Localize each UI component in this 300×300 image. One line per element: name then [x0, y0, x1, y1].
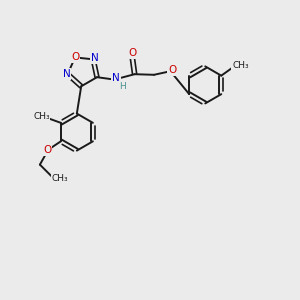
Text: CH₃: CH₃ [52, 174, 68, 183]
Text: N: N [91, 53, 98, 63]
Text: CH₃: CH₃ [232, 61, 249, 70]
Text: O: O [43, 145, 52, 155]
Text: O: O [168, 65, 176, 75]
Text: CH₃: CH₃ [33, 112, 50, 122]
Text: N: N [112, 73, 120, 83]
Text: O: O [71, 52, 79, 62]
Text: H: H [119, 82, 126, 91]
Text: O: O [129, 48, 137, 58]
Text: N: N [63, 69, 70, 79]
